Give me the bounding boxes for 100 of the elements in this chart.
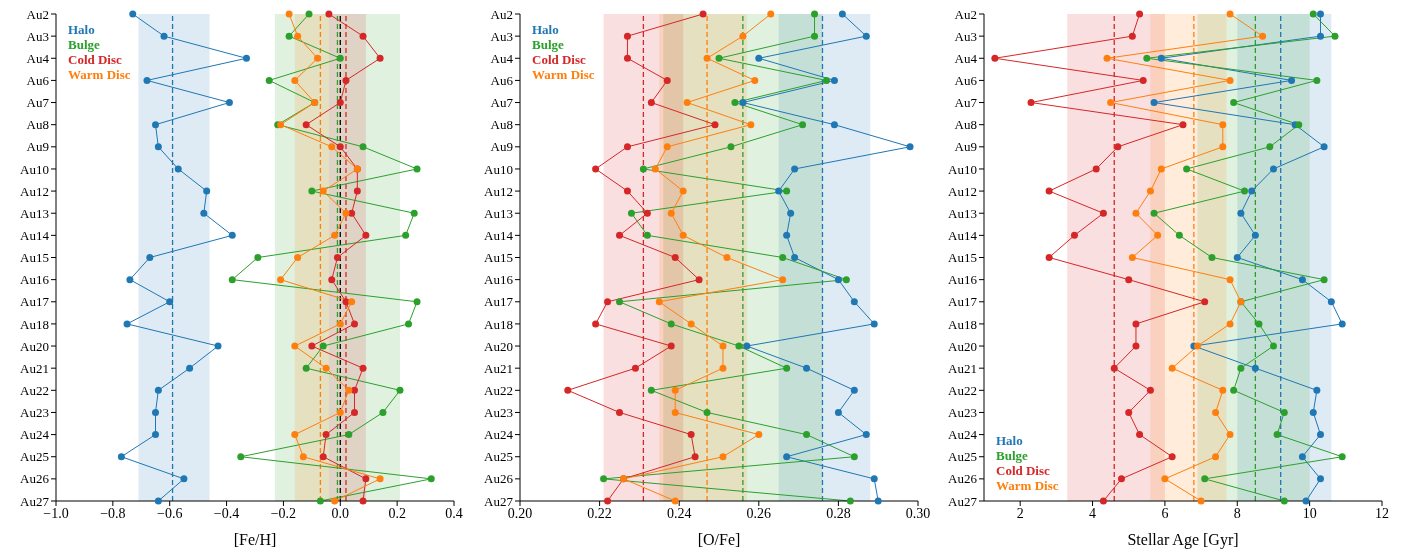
point — [723, 254, 731, 261]
point — [322, 364, 330, 372]
point — [623, 32, 631, 40]
point — [336, 143, 344, 151]
point — [1168, 453, 1176, 461]
point — [152, 121, 159, 129]
point — [160, 32, 168, 40]
point — [342, 76, 350, 84]
point — [703, 54, 711, 62]
point — [727, 143, 735, 151]
point — [1331, 32, 1339, 40]
point — [1070, 231, 1078, 239]
point — [791, 254, 799, 261]
point — [413, 298, 421, 306]
point — [353, 187, 361, 195]
y-tick-label: Au12 — [20, 183, 49, 199]
x-tick-label: 6 — [1161, 505, 1169, 521]
point — [1338, 320, 1346, 328]
point — [850, 453, 858, 461]
y-tick-label: Au9 — [954, 139, 977, 155]
point — [799, 121, 807, 129]
point — [683, 99, 691, 107]
point — [783, 364, 791, 372]
point — [1269, 165, 1277, 173]
point — [811, 32, 819, 40]
point — [299, 453, 307, 461]
y-tick-label: Au4 — [490, 50, 514, 66]
y-tick-label: Au15 — [20, 250, 49, 266]
point — [711, 121, 719, 129]
y-tick-label: Au22 — [948, 382, 977, 398]
point — [1255, 320, 1263, 328]
text: Cold Disc — [532, 52, 587, 67]
point — [362, 231, 370, 239]
point — [1128, 254, 1136, 261]
point — [410, 209, 418, 217]
point — [564, 386, 572, 394]
point — [616, 231, 623, 239]
point — [1226, 431, 1234, 439]
point — [1125, 408, 1133, 416]
y-tick-label: Au8 — [490, 117, 513, 133]
point — [1251, 231, 1259, 239]
point — [671, 408, 679, 416]
y-tick-label: Au2 — [26, 6, 49, 22]
x-tick-label: 10 — [1302, 505, 1317, 521]
point — [152, 408, 159, 416]
text: Bulge — [996, 448, 1029, 463]
point — [719, 364, 727, 372]
point — [783, 231, 791, 239]
point — [316, 497, 324, 505]
point — [751, 76, 759, 84]
point — [336, 99, 344, 107]
point — [1338, 453, 1346, 461]
point — [623, 143, 631, 151]
point — [1114, 143, 1122, 151]
text: Halo — [68, 22, 96, 37]
y-tick-label: Au24 — [948, 427, 978, 443]
point — [783, 453, 791, 461]
y-tick-label: Au24 — [484, 427, 514, 443]
point — [154, 143, 162, 151]
y-tick-label: Au17 — [948, 294, 978, 310]
point — [1143, 54, 1151, 62]
point — [1316, 32, 1324, 40]
point — [1128, 32, 1136, 40]
point — [1302, 497, 1310, 505]
point — [783, 187, 791, 195]
y-tick-label: Au23 — [948, 405, 977, 421]
point — [1251, 364, 1259, 372]
point — [1161, 475, 1169, 483]
point — [1136, 10, 1144, 18]
point — [691, 453, 699, 461]
y-tick-label: Au13 — [20, 205, 49, 221]
x-tick-label: 0.0 — [331, 505, 350, 521]
point — [405, 320, 413, 328]
point — [1280, 408, 1288, 416]
point — [735, 342, 743, 350]
point — [1316, 431, 1324, 439]
point — [319, 187, 327, 195]
point — [600, 475, 608, 483]
y-tick-label: Au10 — [484, 161, 513, 177]
y-tick-label: Au13 — [484, 205, 513, 221]
x-tick-label: 0.26 — [746, 505, 772, 521]
point — [1146, 386, 1154, 394]
y-tick-label: Au6 — [26, 73, 50, 89]
point — [830, 121, 838, 129]
point — [1309, 10, 1317, 18]
point — [695, 276, 703, 284]
point — [1197, 497, 1205, 505]
point — [862, 32, 870, 40]
point — [834, 276, 842, 284]
text: Cold Disc — [68, 52, 123, 67]
point — [739, 32, 747, 40]
point — [747, 121, 755, 129]
point — [715, 54, 723, 62]
point — [214, 342, 222, 350]
point — [379, 408, 387, 416]
point — [1226, 276, 1234, 284]
y-tick-label: Au12 — [484, 183, 513, 199]
y-tick-label: Au16 — [484, 272, 514, 288]
y-tick-label: Au15 — [948, 250, 977, 266]
point — [1219, 386, 1227, 394]
